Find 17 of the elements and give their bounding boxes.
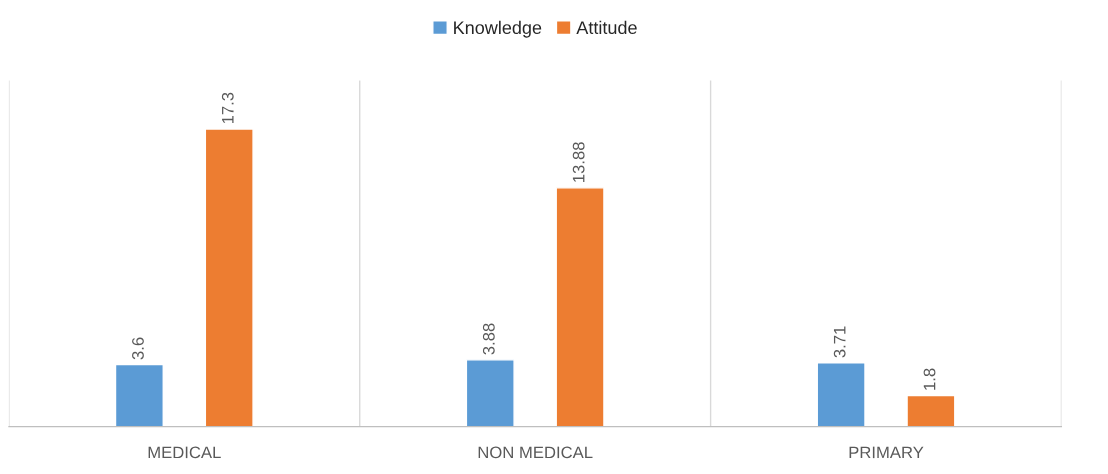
x-tick-label: NON MEDICAL xyxy=(478,446,593,459)
bar xyxy=(465,359,515,427)
bar xyxy=(816,362,866,427)
data-label: 13.88 xyxy=(572,142,585,182)
data-label: 3.71 xyxy=(833,326,846,358)
x-tick-label: MEDICAL xyxy=(148,446,221,459)
x-tick-label: PRIMARY xyxy=(849,446,924,459)
bar xyxy=(204,128,254,427)
legend-label: Attitude xyxy=(576,20,637,35)
bar xyxy=(906,394,956,427)
data-label: 17.3 xyxy=(221,92,234,124)
data-label: 1.8 xyxy=(923,368,936,390)
data-label: 3.88 xyxy=(482,323,495,355)
bar xyxy=(555,187,605,427)
data-label: 3.6 xyxy=(132,337,144,360)
bar xyxy=(114,363,164,427)
legend-label: Knowledge xyxy=(454,20,542,38)
